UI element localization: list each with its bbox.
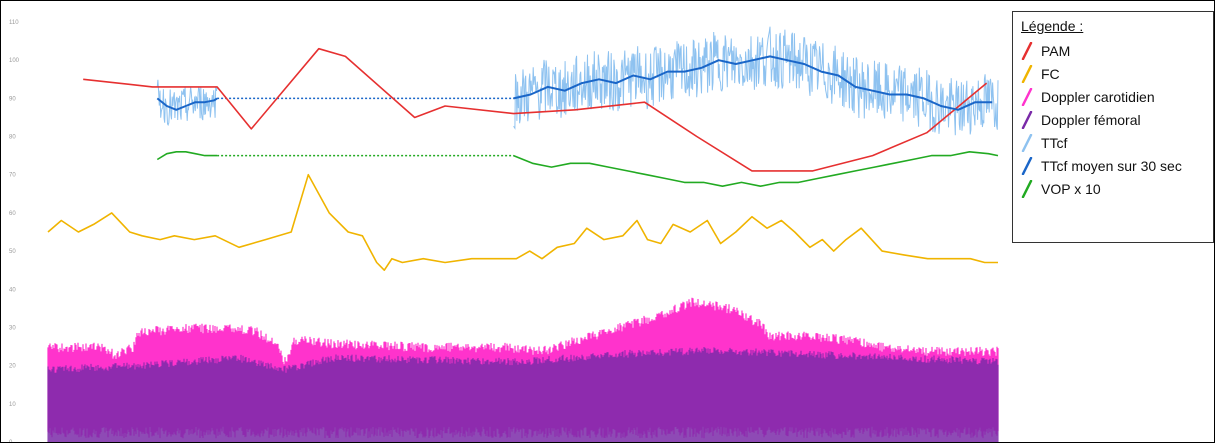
series-line-fc: [47, 173, 998, 271]
y-tick-label: 40: [9, 287, 16, 293]
y-tick-label: 100: [9, 58, 20, 64]
chart-series-lines: [47, 47, 999, 271]
y-tick-label: 50: [9, 249, 16, 255]
legend-item: VOP x 10: [1021, 177, 1205, 200]
legend-swatch: [1021, 41, 1033, 60]
y-tick-label: 10: [9, 402, 16, 408]
legend: Légende : PAM FC Doppler carotidien Doppler…: [1012, 11, 1214, 243]
y-axis-ticks: 0 10 20 30 40 50 60 70 80 90 100 110: [9, 20, 20, 442]
y-tick-label: 0: [9, 440, 13, 442]
legend-item: TTcf moyen sur 30 sec: [1021, 154, 1205, 177]
legend-title: Légende :: [1021, 18, 1084, 34]
series-line-pam: [83, 47, 988, 172]
legend-label: TTcf: [1041, 134, 1068, 151]
ttcf-raw-line-segment-1: [156, 79, 218, 127]
legend-swatch: [1021, 110, 1033, 129]
legend-label: VOP x 10: [1041, 180, 1101, 197]
legend-label: PAM: [1041, 42, 1071, 59]
y-tick-label: 110: [9, 20, 19, 26]
legend-label: Doppler carotidien: [1041, 88, 1155, 105]
legend-item: FC: [1021, 62, 1205, 85]
series-line-ttcf-moyen-sur-30-sec: [156, 55, 993, 111]
y-tick-label: 90: [9, 96, 16, 102]
y-tick-label: 20: [9, 364, 16, 370]
legend-label: FC: [1041, 65, 1060, 82]
legend-swatch: [1021, 156, 1033, 175]
doppler-femoral-band: [47, 347, 999, 442]
y-tick-label: 30: [9, 325, 16, 331]
legend-swatch: [1021, 179, 1033, 198]
legend-items: PAM FC Doppler carotidien Doppler fémoral TT…: [1021, 39, 1205, 200]
y-tick-label: 60: [9, 211, 16, 217]
doppler-band: [47, 297, 999, 442]
legend-label: Doppler fémoral: [1041, 111, 1141, 128]
legend-label: TTcf moyen sur 30 sec: [1041, 157, 1182, 174]
legend-item: PAM: [1021, 39, 1205, 62]
ttcf-raw-series: [156, 26, 999, 136]
legend-swatch: [1021, 87, 1033, 106]
legend-item: Doppler fémoral: [1021, 108, 1205, 131]
legend-swatch: [1021, 64, 1033, 83]
y-tick-label: 70: [9, 173, 16, 179]
legend-item: TTcf: [1021, 131, 1205, 154]
legend-swatch: [1021, 133, 1033, 152]
y-tick-label: 80: [9, 135, 16, 141]
ttcf-raw-line-segment-2: [513, 26, 999, 136]
legend-item: Doppler carotidien: [1021, 85, 1205, 108]
gap-dotted-lines: [217, 97, 514, 157]
series-line-vop-x-10: [156, 151, 999, 187]
